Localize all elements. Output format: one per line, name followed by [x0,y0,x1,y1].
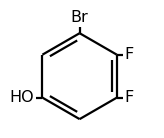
Text: F: F [125,90,134,105]
Text: HO: HO [10,90,34,105]
Text: F: F [125,47,134,62]
Text: Br: Br [71,10,89,25]
